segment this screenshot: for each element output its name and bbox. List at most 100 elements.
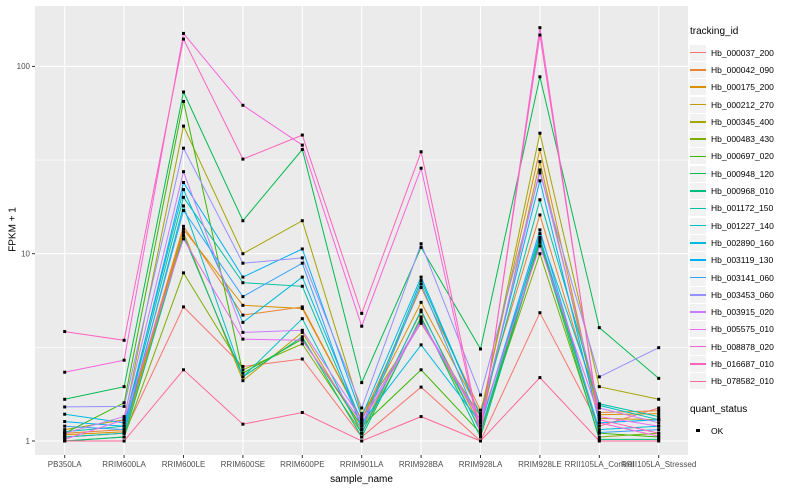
data-point [122, 418, 126, 422]
legend-line-swatch [690, 224, 706, 227]
legend-item: Hb_003915_020 [690, 303, 798, 321]
data-point [479, 408, 482, 412]
legend-item-label: Hb_001172_150 [711, 203, 774, 214]
data-point [360, 311, 364, 315]
data-point [597, 418, 601, 422]
data-point [419, 320, 423, 324]
data-point [300, 247, 304, 251]
data-point [241, 379, 245, 383]
data-point [597, 413, 601, 417]
data-point [300, 133, 304, 137]
data-point [300, 328, 304, 332]
data-point [597, 326, 601, 330]
legend-line-swatch [690, 363, 706, 365]
data-point [538, 26, 542, 30]
legend-item: Hb_000212_270 [690, 96, 798, 113]
data-point [63, 330, 67, 334]
data-point [63, 437, 67, 441]
data-point [597, 410, 601, 414]
data-point [538, 376, 542, 380]
legend-item: Hb_001172_150 [690, 200, 798, 217]
legend-line-swatch [690, 172, 706, 175]
data-point [241, 219, 245, 223]
data-point [63, 397, 67, 401]
legend-key [690, 304, 706, 321]
data-point [182, 224, 185, 228]
data-point [122, 439, 126, 443]
legend-line-swatch [690, 259, 706, 261]
data-point [360, 418, 364, 422]
y-tick-label: 10 [21, 250, 30, 259]
data-point [300, 342, 304, 346]
data-point [657, 406, 661, 410]
data-point [241, 261, 245, 265]
data-point [597, 415, 601, 419]
data-point [538, 168, 542, 172]
data-point [63, 412, 67, 416]
data-point [597, 428, 601, 432]
y-tick-label: 100 [17, 62, 31, 71]
data-point [597, 424, 601, 428]
data-point [597, 406, 601, 410]
data-point [657, 397, 661, 401]
x-tick-label: RRII105LA_Control [565, 460, 635, 469]
data-point [241, 337, 245, 341]
data-point [538, 179, 542, 183]
legend-item: Hb_001227_140 [690, 217, 798, 234]
data-point [182, 124, 185, 128]
legend-item-label: Hb_000037_200 [711, 47, 774, 58]
legend-item: Hb_000175_200 [690, 79, 798, 96]
legend-item-label: Hb_003915_020 [711, 307, 774, 318]
data-point [63, 420, 67, 424]
legend-item: Hb_000968_010 [690, 182, 798, 200]
data-point [122, 401, 126, 405]
data-point [300, 305, 304, 309]
legend-key [690, 217, 706, 234]
data-point [241, 103, 245, 107]
data-point [182, 230, 185, 234]
legend-item-label: Hb_078582_010 [711, 376, 774, 387]
legend-line-swatch [690, 345, 706, 348]
data-point [657, 431, 661, 435]
data-point [419, 315, 423, 319]
data-point [597, 431, 601, 435]
x-tick-label: RRIM600PE [280, 460, 324, 469]
legend-item-label: Hb_008878_020 [711, 341, 774, 352]
legend-line-swatch [690, 103, 706, 106]
data-point [597, 402, 601, 406]
legend-key [690, 200, 706, 217]
legend-key [690, 286, 706, 303]
legend-item: Hb_078582_010 [690, 373, 798, 390]
data-point [182, 195, 185, 199]
data-point [122, 435, 126, 439]
data-point [182, 368, 185, 372]
data-point [657, 424, 661, 428]
legend-item-label: Hb_003453_060 [711, 289, 774, 300]
data-point [241, 371, 245, 375]
legend-item-label: Hb_000697_020 [711, 151, 774, 162]
legend-item: Hb_000697_020 [690, 148, 798, 165]
data-point [182, 99, 185, 103]
data-point [419, 318, 423, 322]
legend-item: Hb_003119_130 [690, 252, 798, 269]
legend-item: Hb_002890_160 [690, 234, 798, 251]
legend-key [690, 373, 706, 390]
data-point [479, 347, 482, 351]
data-point [360, 406, 364, 410]
legend-key [690, 321, 706, 338]
data-point [597, 421, 601, 425]
data-point [538, 213, 542, 217]
legend-line-swatch [690, 86, 706, 88]
data-point [182, 209, 185, 213]
data-point [419, 242, 423, 246]
legend-line-swatch [690, 328, 706, 331]
data-point [241, 157, 245, 161]
data-point [122, 431, 126, 435]
legend2-key [690, 423, 706, 439]
data-point [538, 311, 542, 315]
data-point [657, 418, 661, 422]
data-point [122, 358, 126, 362]
data-point [419, 278, 423, 282]
legend-item-label: Hb_000042_090 [711, 64, 774, 75]
